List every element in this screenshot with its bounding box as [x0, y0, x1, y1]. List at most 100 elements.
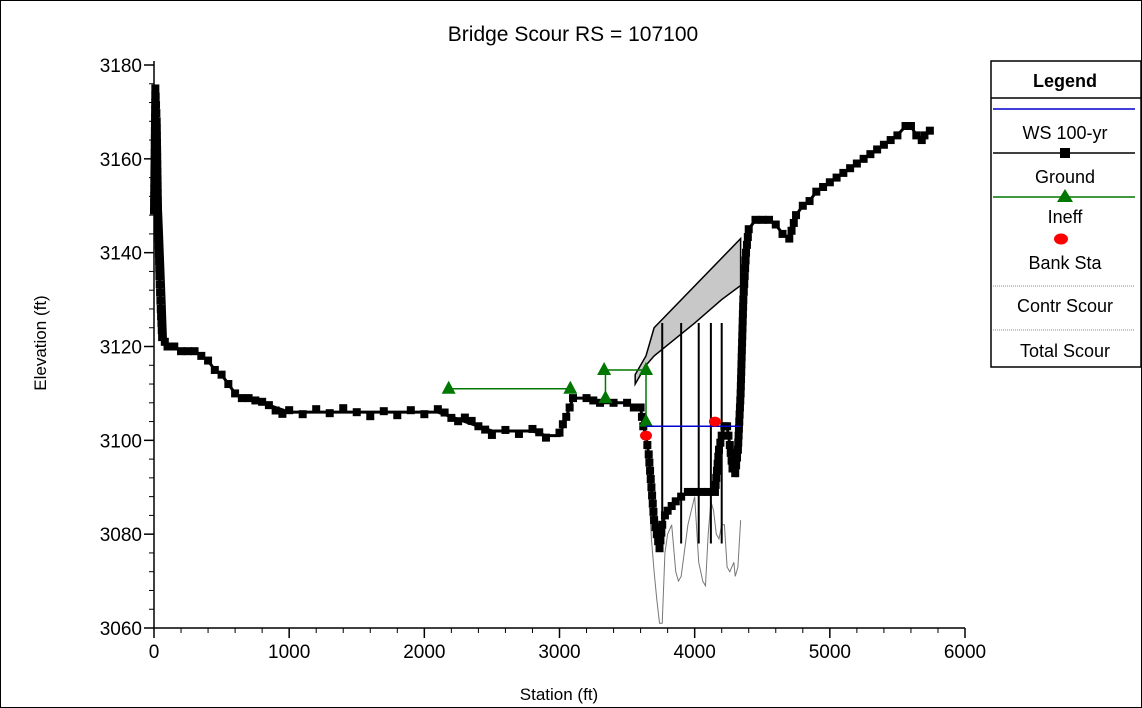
ground-marker	[739, 287, 748, 296]
ground-marker	[656, 536, 665, 545]
ground-marker	[555, 428, 564, 437]
ground-marker	[217, 370, 226, 379]
bridge-deck-fill	[634, 236, 742, 387]
ground-marker	[649, 507, 658, 516]
ground-marker	[742, 240, 751, 249]
ground-marker	[886, 136, 895, 145]
ground-marker	[154, 234, 163, 243]
ground-marker	[645, 458, 654, 467]
ground-marker	[736, 382, 745, 391]
ground-marker	[663, 506, 672, 515]
ground-marker	[339, 404, 348, 413]
ground-marker	[735, 417, 744, 426]
ground-marker	[901, 121, 910, 130]
ground-marker	[152, 124, 161, 133]
legend-bank-marker	[1054, 233, 1068, 245]
ground-marker	[873, 145, 882, 154]
ground-marker	[160, 337, 169, 346]
ground-marker	[742, 248, 751, 257]
y-tick-label: 3080	[100, 525, 142, 546]
ground-marker	[655, 544, 664, 553]
ground-marker	[758, 215, 767, 224]
ground-marker	[156, 304, 165, 313]
ground-marker	[565, 403, 574, 412]
ground-marker	[683, 487, 692, 496]
ground-line	[152, 88, 931, 549]
ground-marker	[741, 264, 750, 273]
ground-marker	[920, 131, 929, 140]
y-axis-label: Elevation (ft)	[31, 295, 50, 390]
ground-marker	[724, 431, 733, 440]
y-tick-label: 3180	[100, 56, 142, 77]
ground-marker	[158, 333, 167, 342]
ground-marker	[658, 520, 667, 529]
ground-marker	[839, 168, 848, 177]
ground-marker	[558, 420, 567, 429]
ground-marker	[812, 187, 821, 196]
ground-marker	[155, 264, 164, 273]
total-scour-line	[642, 426, 742, 624]
ground-marker	[733, 445, 742, 454]
ineff-marker	[563, 380, 578, 394]
ground-marker	[514, 429, 523, 438]
ground-marker	[204, 356, 213, 365]
ground-marker	[154, 241, 163, 250]
ground-marker	[738, 310, 747, 319]
ground-marker	[629, 403, 638, 412]
y-tick-label: 3120	[100, 338, 142, 359]
ground-marker	[737, 360, 746, 369]
ground-marker	[152, 131, 161, 140]
ground-marker	[153, 138, 162, 147]
ground-marker	[893, 131, 902, 140]
ground-marker	[825, 178, 834, 187]
ground-marker	[735, 403, 744, 412]
ground-marker	[393, 411, 402, 420]
ground-marker	[798, 201, 807, 210]
ground-marker	[352, 408, 361, 417]
ground-marker	[879, 140, 888, 149]
ground-marker	[727, 456, 736, 465]
ground-marker	[648, 491, 657, 500]
ground-marker	[771, 220, 780, 229]
ground-marker	[154, 226, 163, 235]
ground-marker	[737, 374, 746, 383]
x-tick-label: 2000	[403, 642, 445, 663]
ground-marker	[646, 466, 655, 475]
y-tick-label: 3140	[100, 244, 142, 265]
ground-marker	[224, 380, 233, 389]
ground-marker	[743, 233, 752, 242]
ground-marker	[677, 492, 686, 501]
bank-station-marker	[708, 416, 721, 427]
legend-box	[990, 60, 1141, 368]
ground-marker	[467, 416, 476, 425]
ground-marker	[667, 502, 676, 511]
x-tick-label: 3000	[538, 642, 580, 663]
ground-marker	[210, 365, 219, 374]
ground-marker	[819, 182, 828, 191]
ground-marker	[569, 394, 578, 403]
ground-marker	[787, 226, 796, 235]
ground-marker	[917, 136, 926, 145]
plot-area	[150, 84, 934, 624]
ground-marker	[155, 280, 164, 289]
ground-marker	[690, 487, 699, 496]
y-tick-label: 3100	[100, 431, 142, 452]
ground-marker	[258, 397, 267, 406]
ground-marker	[785, 234, 794, 243]
x-tick-label: 4000	[674, 642, 716, 663]
ground-marker	[157, 326, 166, 335]
ground-marker	[732, 461, 741, 470]
ground-marker	[153, 182, 162, 191]
ground-marker	[735, 410, 744, 419]
legend-entry-total-scour: Total Scour	[1020, 341, 1110, 361]
ground-marker	[912, 131, 921, 140]
ground-marker	[528, 424, 537, 433]
ground-marker	[154, 218, 163, 227]
ground-marker	[152, 109, 161, 118]
ground-marker	[153, 203, 162, 212]
ground-marker	[481, 425, 490, 434]
ground-marker	[643, 441, 652, 450]
ground-marker	[153, 160, 162, 169]
ground-marker	[726, 448, 735, 457]
ground-marker	[637, 412, 646, 421]
